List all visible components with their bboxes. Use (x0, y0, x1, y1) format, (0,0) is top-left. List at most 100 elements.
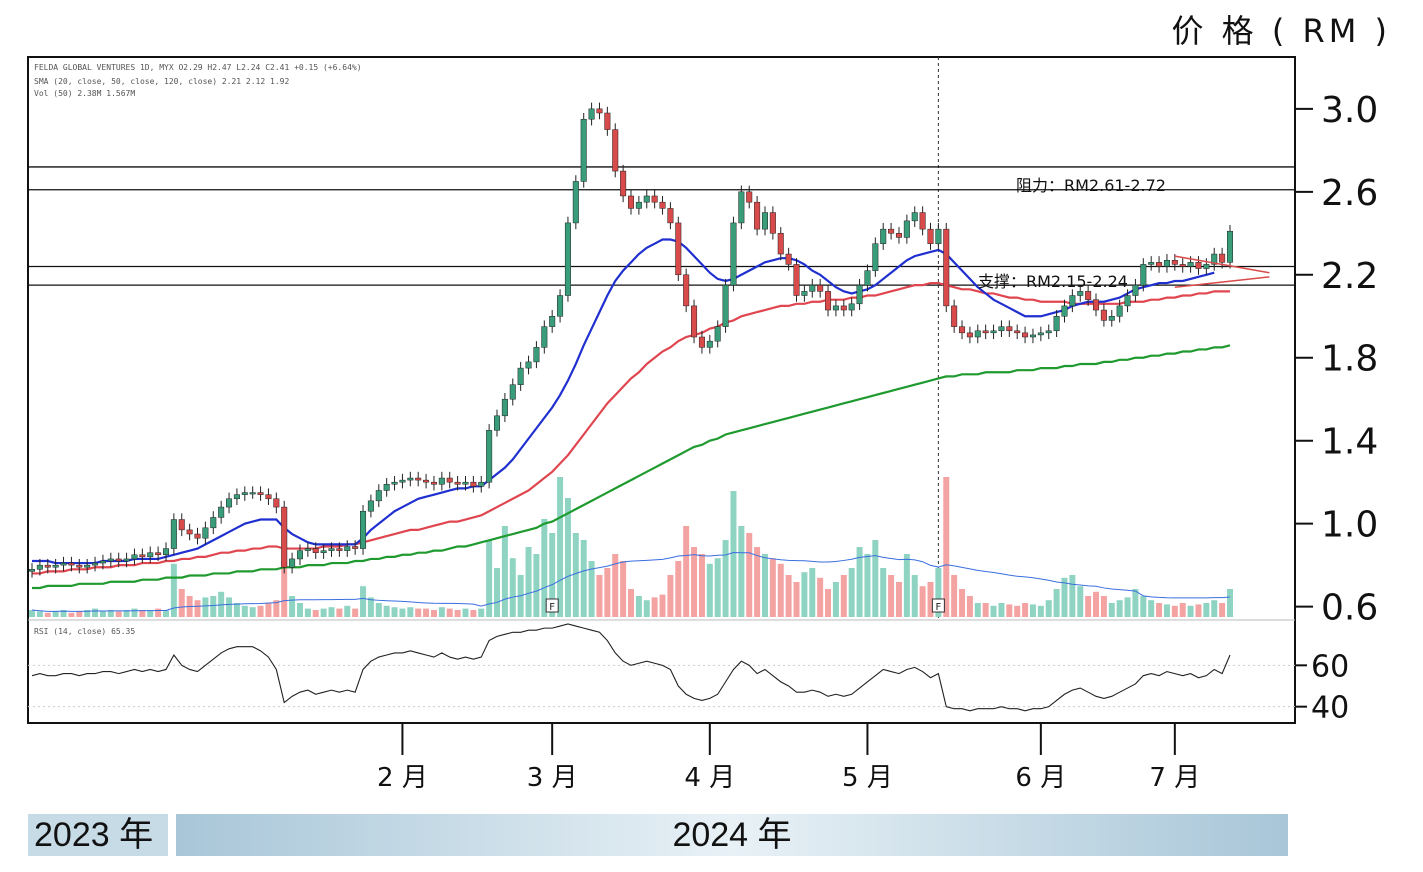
volume-bar (793, 582, 800, 617)
candle-body (951, 305, 958, 327)
candle-body (1100, 309, 1107, 321)
volume-bar (1140, 596, 1147, 617)
legend-line-2: SMA (20, close, 50, close, 120, close) 2… (34, 77, 289, 86)
candle-body (746, 191, 753, 203)
volume-bar (1029, 604, 1036, 617)
volume-bar (777, 563, 784, 617)
candle-body (1203, 264, 1210, 269)
candle-body (832, 305, 839, 311)
volume-bar (564, 498, 571, 617)
volume-bar (241, 605, 248, 617)
candle-body (769, 212, 776, 234)
volume-bar (99, 611, 106, 617)
candle-body (683, 274, 690, 307)
candle-body (895, 233, 902, 238)
volume-bar (265, 603, 272, 617)
volume-bar (872, 540, 879, 617)
candle-body (249, 492, 256, 495)
volume-bar (1211, 600, 1218, 617)
candle-body (533, 347, 540, 363)
candle-body (233, 494, 240, 500)
price-tick-label: 0.6 (1321, 588, 1378, 629)
candle-body (391, 481, 398, 485)
volume-bar (501, 526, 508, 617)
month-label: 6 月 (1015, 763, 1066, 793)
candle-body (777, 233, 784, 255)
volume-bar (1124, 597, 1131, 617)
candle-body (1045, 330, 1052, 334)
candle-body (147, 552, 154, 558)
volume-bar (281, 561, 288, 617)
candle-body (68, 562, 75, 566)
candle-body (186, 529, 193, 535)
volume-bar (249, 607, 256, 617)
volume-bar (273, 600, 280, 617)
candle-body (1029, 334, 1036, 338)
candle-body (1156, 262, 1163, 267)
volume-bar (336, 608, 343, 617)
volume-bar (927, 582, 934, 617)
volume-bar (304, 608, 311, 617)
sma-120-line (32, 344, 1231, 590)
candle-body (178, 519, 185, 531)
candle-body (935, 228, 942, 244)
candle-body (170, 519, 177, 549)
candle-body (856, 284, 863, 305)
candle-body (1006, 326, 1013, 332)
volume-bar (809, 568, 816, 617)
volume-bar (1156, 603, 1163, 617)
rsi-tick-label: 40 (1311, 691, 1349, 726)
candle-body (966, 332, 973, 338)
candle-body (296, 550, 303, 560)
month-label: 5 月 (842, 763, 893, 793)
candle-body (92, 562, 99, 566)
volume-bar (407, 607, 414, 617)
volume-bar (572, 533, 579, 617)
volume-bar (1219, 603, 1226, 617)
volume-bar (935, 568, 942, 617)
chart-frame (27, 56, 1296, 724)
volume-bar (746, 533, 753, 617)
volume-bar (943, 477, 950, 617)
support-label: 支撑：RM2.15-2.24 (978, 272, 1128, 291)
candle-body (336, 548, 343, 551)
volume-bar (691, 547, 698, 617)
candle-body (494, 415, 501, 431)
candle-body (454, 481, 461, 485)
volume-bar (880, 568, 887, 617)
candle-body (620, 170, 627, 197)
candle-body (123, 558, 130, 562)
candle-body (596, 108, 603, 114)
earnings-marker-label-1: F (935, 602, 941, 613)
volume-bar (170, 563, 177, 617)
volume-bar (643, 600, 650, 617)
volume-bar (367, 597, 374, 617)
volume-bar (123, 610, 130, 617)
volume-bar (848, 568, 855, 617)
candle-body (864, 270, 871, 286)
candle-body (1053, 316, 1060, 332)
volume-bar (162, 610, 169, 617)
candle-body (1179, 264, 1186, 267)
candle-body (399, 479, 406, 483)
candle-body (320, 550, 327, 553)
year-2023-bar: 2023 年 (28, 814, 168, 856)
candle-body (99, 560, 106, 564)
candle-body (1093, 299, 1100, 311)
volume-bar (832, 582, 839, 617)
volume-bar (1132, 589, 1139, 617)
volume-bar (895, 582, 902, 617)
candle-body (415, 477, 422, 481)
candle-body (218, 506, 225, 518)
candle-body (541, 326, 548, 348)
legend-line-3: Vol (50) 2.38M 1.567M (34, 89, 135, 98)
volume-bar (1195, 604, 1202, 617)
candle-body (785, 253, 792, 265)
earnings-marker-box-1 (931, 598, 945, 613)
volume-bar (675, 561, 682, 617)
candle-body (1077, 291, 1084, 296)
candle-body (375, 490, 382, 502)
candle-body (241, 492, 248, 495)
volume-bar (1108, 603, 1115, 617)
volume-bar (328, 607, 335, 617)
